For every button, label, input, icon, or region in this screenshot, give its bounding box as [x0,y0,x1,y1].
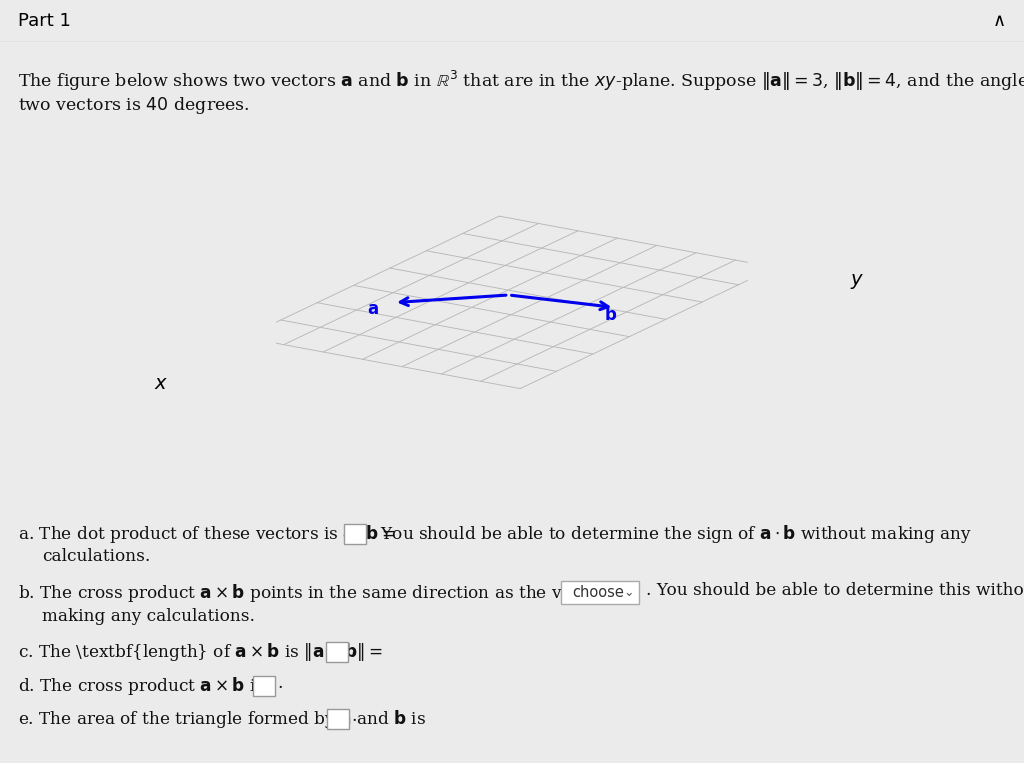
Text: Part 1: Part 1 [18,12,72,30]
Text: c. The \textbf{length} of $\mathbf{a} \times \mathbf{b}$ is $\|\mathbf{a} \times: c. The \textbf{length} of $\mathbf{a} \t… [18,641,382,663]
Text: choose: choose [572,585,624,600]
Bar [253,676,275,696]
Text: two vectors is $40$ degrees.: two vectors is $40$ degrees. [18,95,250,117]
Text: $\mathbf{b}$: $\mathbf{b}$ [603,306,616,324]
Text: .: . [278,674,283,692]
Text: a. The dot product of these vectors is $\mathbf{a} \cdot \mathbf{b} = $: a. The dot product of these vectors is $… [18,523,395,545]
Text: . You should be able to determine the sign of $\mathbf{a} \cdot \mathbf{b}$ with: . You should be able to determine the si… [370,523,972,545]
Bar [327,709,349,729]
Text: $y$: $y$ [850,272,864,291]
Text: ∧: ∧ [992,12,1006,30]
Bar [326,642,348,662]
Bar [344,523,366,544]
Text: e. The area of the triangle formed by $\mathbf{a}$ and $\mathbf{b}$ is: e. The area of the triangle formed by $\… [18,707,426,729]
Text: .: . [350,641,355,658]
Text: making any calculations.: making any calculations. [42,608,255,625]
Text: . You should be able to determine this without: . You should be able to determine this w… [646,582,1024,599]
Text: $x$: $x$ [154,374,168,393]
Text: $\mathbf{a}$: $\mathbf{a}$ [367,300,379,317]
Text: .: . [351,707,356,725]
Text: The figure below shows two vectors $\mathbf{a}$ and $\mathbf{b}$ in $\mathbb{R}^: The figure below shows two vectors $\mat… [18,69,1024,93]
Text: calculations.: calculations. [42,549,151,565]
Text: ⌄: ⌄ [624,586,634,599]
Text: b. The cross product $\mathbf{a} \times \mathbf{b}$ points in the same direction: b. The cross product $\mathbf{a} \times … [18,582,607,604]
Bar [561,581,639,604]
Text: d. The cross product $\mathbf{a} \times \mathbf{b}$ is: d. The cross product $\mathbf{a} \times … [18,674,264,697]
